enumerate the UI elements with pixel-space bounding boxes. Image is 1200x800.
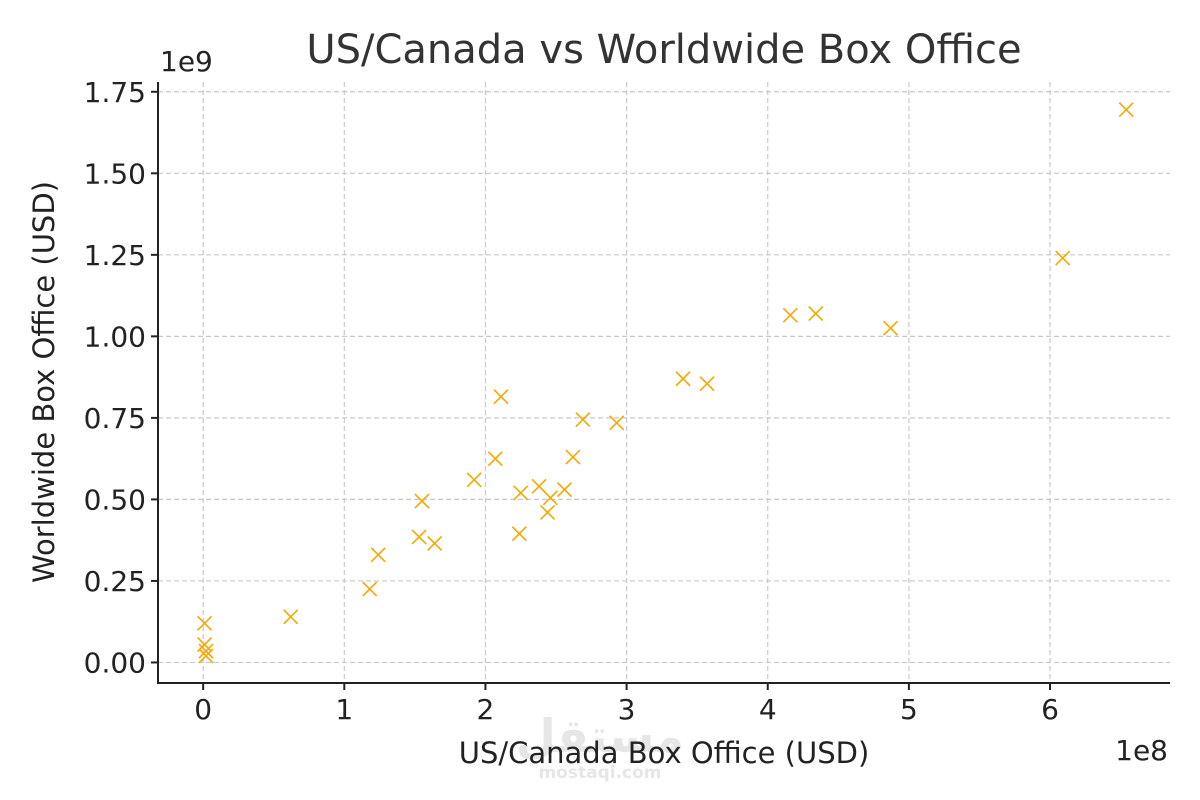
data-point xyxy=(556,482,573,498)
x-tick-label: 5 xyxy=(900,693,918,726)
tick-labels: 0 1 2 3 4 5 6 0.00 0.25 0.50 0.75 1.00 1.25 1.50 1.75 xyxy=(84,76,1059,726)
data-point xyxy=(283,609,299,625)
data-point xyxy=(699,376,715,392)
y-tick-label: 0.75 xyxy=(84,402,146,435)
data-point xyxy=(882,320,899,336)
grid xyxy=(158,82,1170,683)
data-point xyxy=(511,526,527,542)
x-tick-label: 4 xyxy=(759,693,777,726)
y-axis-label: Worldwide Box Office (USD) xyxy=(27,181,61,583)
watermark-logo-text: مستقل xyxy=(516,709,684,763)
data-point xyxy=(542,490,558,506)
axes xyxy=(151,82,1170,690)
x-tick-label: 6 xyxy=(1041,693,1059,726)
data-point xyxy=(487,451,503,467)
x-tick-label: 2 xyxy=(477,693,495,726)
x-axis-label: US/Canada Box Office (USD) xyxy=(459,736,870,770)
data-point xyxy=(411,529,427,545)
y-tick-label: 1.75 xyxy=(84,76,146,109)
y-tick-label: 1.00 xyxy=(84,320,146,353)
x-tick-label: 0 xyxy=(194,693,212,726)
data-point xyxy=(493,389,509,405)
data-point xyxy=(466,472,482,488)
data-point xyxy=(513,485,529,501)
chart-title: US/Canada vs Worldwide Box Office xyxy=(306,27,1021,73)
data-point xyxy=(1118,102,1134,118)
x-offset-label: 1e8 xyxy=(1115,734,1168,767)
data-point xyxy=(675,371,691,387)
x-tick-label: 1 xyxy=(335,693,353,726)
y-tick-label: 0.25 xyxy=(84,565,146,598)
data-points xyxy=(197,102,1134,664)
data-point xyxy=(362,581,378,597)
data-point xyxy=(808,305,824,322)
data-point xyxy=(782,307,798,323)
data-point xyxy=(414,493,430,509)
y-tick-label: 0.50 xyxy=(84,483,146,516)
data-point xyxy=(1055,250,1071,266)
watermark: مستقل mostaqi.com xyxy=(516,709,684,783)
watermark-url: mostaqi.com xyxy=(538,763,661,783)
x-tick-label: 3 xyxy=(618,693,636,726)
data-point xyxy=(427,535,443,551)
data-point xyxy=(565,449,581,465)
y-tick-label: 1.25 xyxy=(84,239,146,272)
data-point xyxy=(197,615,213,631)
data-point xyxy=(539,504,556,521)
y-tick-label: 0.00 xyxy=(84,646,146,679)
data-point xyxy=(370,547,386,563)
data-point xyxy=(575,411,591,428)
data-point xyxy=(609,415,625,431)
y-offset-label: 1e9 xyxy=(160,45,213,78)
y-tick-label: 1.50 xyxy=(84,157,146,190)
data-point xyxy=(198,648,214,664)
data-point xyxy=(198,643,214,659)
